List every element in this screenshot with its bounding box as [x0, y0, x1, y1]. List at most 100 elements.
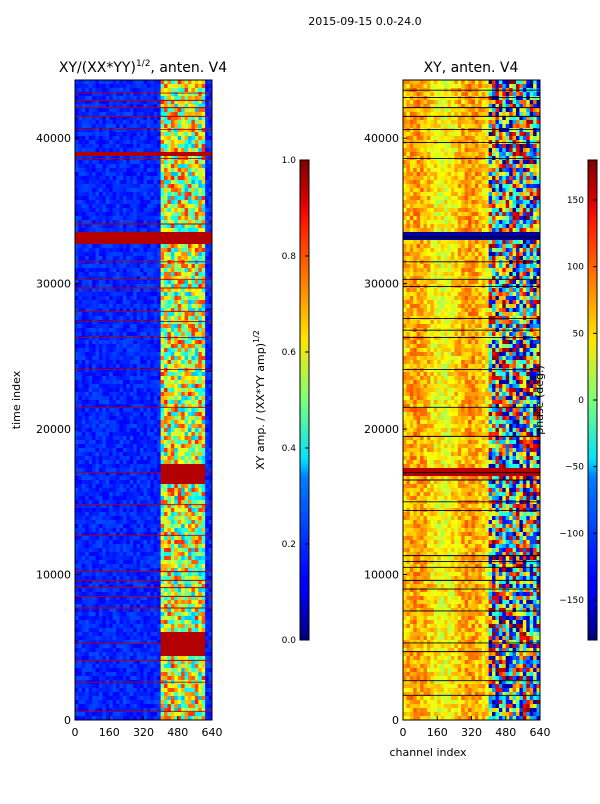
heatmap-cell	[205, 240, 209, 245]
heatmap-cell	[126, 264, 131, 269]
heatmap-cell	[105, 364, 110, 369]
heatmap-cell	[122, 192, 127, 197]
heatmap-cell	[143, 104, 148, 109]
heatmap-cell	[160, 312, 165, 317]
heatmap-cell	[78, 268, 83, 273]
heatmap-cell	[126, 476, 131, 481]
heatmap-cell	[102, 200, 107, 205]
heatmap-cell	[133, 352, 138, 357]
heatmap-cell	[81, 536, 86, 541]
heatmap-cell	[75, 396, 79, 401]
heatmap-cell	[188, 348, 192, 353]
heatmap-cell	[136, 148, 141, 153]
heatmap-cell	[164, 228, 168, 233]
heatmap-cell	[201, 532, 206, 537]
heatmap-cell	[112, 476, 117, 481]
heatmap-cell	[88, 160, 93, 165]
heatmap-cell	[160, 360, 165, 365]
heatmap-cell	[194, 112, 199, 117]
heatmap-cell	[119, 100, 124, 105]
heatmap-cell	[177, 512, 182, 517]
heatmap-cell	[122, 320, 127, 325]
heatmap-cell	[205, 388, 209, 393]
heatmap-cell	[146, 268, 151, 273]
heatmap-cell	[160, 544, 165, 549]
heatmap-cell	[198, 284, 203, 289]
heatmap-cell	[150, 220, 155, 225]
heatmap-cell	[153, 432, 158, 437]
heatmap-cell	[122, 292, 127, 297]
heatmap-cell	[160, 564, 165, 569]
heatmap-cell	[191, 124, 196, 129]
heatmap-cell	[92, 164, 96, 169]
heatmap-cell	[105, 376, 110, 381]
heatmap-cell	[160, 128, 165, 133]
heatmap-cell	[194, 324, 199, 329]
heatmap-cell	[167, 340, 172, 345]
heatmap-cell	[174, 372, 179, 377]
heatmap-cell	[112, 488, 117, 493]
heatmap-cell	[133, 468, 138, 473]
heatmap-cell	[122, 464, 127, 469]
heatmap-cell	[136, 132, 141, 137]
heatmap-cell	[95, 192, 100, 197]
heatmap-cell	[194, 336, 199, 341]
heatmap-cell	[126, 312, 131, 317]
heatmap-cell	[177, 268, 182, 273]
heatmap-cell	[150, 480, 155, 485]
heatmap-cell	[109, 552, 114, 557]
heatmap-cell	[191, 244, 196, 249]
heatmap-cell	[188, 320, 192, 325]
heatmap-cell	[146, 248, 151, 253]
heatmap-cell	[153, 256, 158, 261]
heatmap-cell	[105, 420, 110, 425]
heatmap-cell	[88, 556, 93, 561]
heatmap-cell	[174, 464, 179, 469]
heatmap-cell	[81, 368, 86, 373]
heatmap-cell	[194, 416, 199, 421]
heatmap-cell	[164, 144, 168, 149]
heatmap-cell	[140, 368, 144, 373]
heatmap-cell	[140, 512, 144, 517]
heatmap-cell	[81, 144, 86, 149]
heatmap-cell	[88, 288, 93, 293]
heatmap-cell	[177, 152, 182, 157]
heatmap-cell	[153, 416, 158, 421]
heatmap-cell	[136, 504, 141, 509]
heatmap-cell	[119, 520, 124, 525]
heatmap-cell	[88, 192, 93, 197]
heatmap-cell	[105, 348, 110, 353]
heatmap-cell	[146, 140, 151, 145]
heatmap-cell	[177, 224, 182, 229]
heatmap-cell	[133, 252, 138, 257]
heatmap-cell	[143, 472, 148, 477]
heatmap-cell	[136, 184, 141, 189]
heatmap-cell	[116, 140, 120, 145]
heatmap-cell	[126, 452, 131, 457]
heatmap-cell	[143, 428, 148, 433]
heatmap-cell	[143, 556, 148, 561]
heatmap-cell	[126, 168, 131, 173]
heatmap-cell	[201, 136, 206, 141]
heatmap-cell	[122, 248, 127, 253]
heatmap-cell	[116, 152, 120, 157]
heatmap-cell	[143, 248, 148, 253]
heatmap-cell	[157, 304, 162, 309]
heatmap-cell	[198, 380, 203, 385]
heatmap-cell	[205, 196, 209, 201]
heatmap-cell	[150, 232, 155, 237]
heatmap-cell	[116, 468, 120, 473]
heatmap-cell	[133, 84, 138, 89]
heatmap-cell	[170, 92, 175, 97]
heatmap-cell	[116, 88, 120, 93]
heatmap-cell	[109, 388, 114, 393]
heatmap-cell	[194, 400, 199, 405]
heatmap-cell	[208, 224, 212, 229]
heatmap-cell	[208, 488, 212, 493]
heatmap-cell	[157, 228, 162, 233]
heatmap-cell	[98, 552, 103, 557]
heatmap-cell	[160, 244, 165, 249]
heatmap-cell	[167, 284, 172, 289]
heatmap-cell	[95, 276, 100, 281]
heatmap-cell	[160, 512, 165, 517]
